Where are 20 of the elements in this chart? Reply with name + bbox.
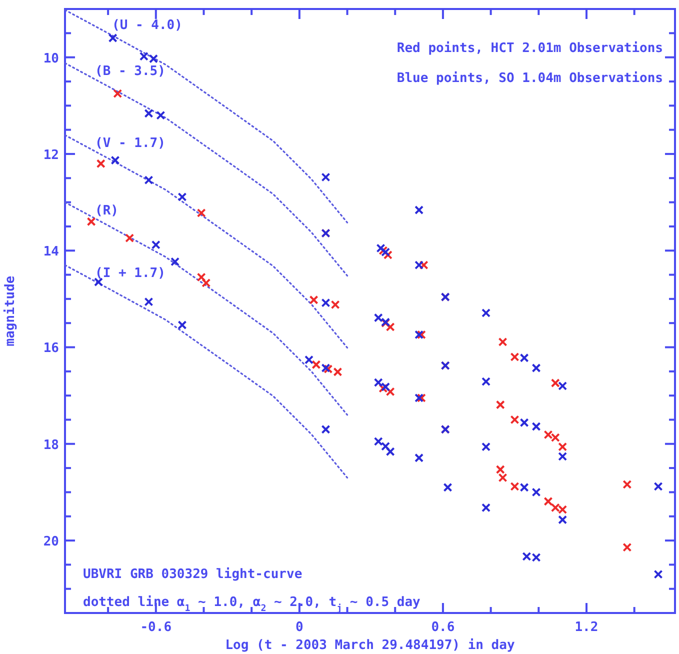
annotation: (V - 1.7) — [95, 136, 166, 152]
y-tick-label: 12 — [43, 148, 59, 163]
y-tick-label: 16 — [43, 341, 60, 356]
annotation: (I + 1.7) — [95, 266, 166, 282]
annotation: (B - 3.5) — [95, 64, 166, 80]
y-tick-label: 10 — [43, 51, 60, 66]
x-axis-title: Log (t - 2003 March 29.484197) in day — [225, 638, 515, 653]
x-tick-label: 0.6 — [431, 620, 455, 635]
annotation: Blue points, SO 1.04m Observations — [396, 71, 663, 86]
annotation: (R) — [95, 203, 118, 218]
annotation: UBVRI GRB 030329 light-curve — [83, 567, 302, 582]
y-tick-label: 20 — [43, 534, 60, 550]
x-tick-label: 0 — [296, 620, 304, 635]
x-tick-label: -0.6 — [140, 620, 172, 635]
y-tick-label: 14 — [43, 244, 60, 260]
annotation: (U - 4.0) — [112, 18, 182, 33]
y-axis-title: magnitude — [3, 276, 18, 346]
x-tick-label: 1.2 — [574, 620, 598, 635]
y-tick-label: 18 — [43, 438, 60, 453]
annotation: Red points, HCT 2.01m Observations — [396, 41, 663, 56]
